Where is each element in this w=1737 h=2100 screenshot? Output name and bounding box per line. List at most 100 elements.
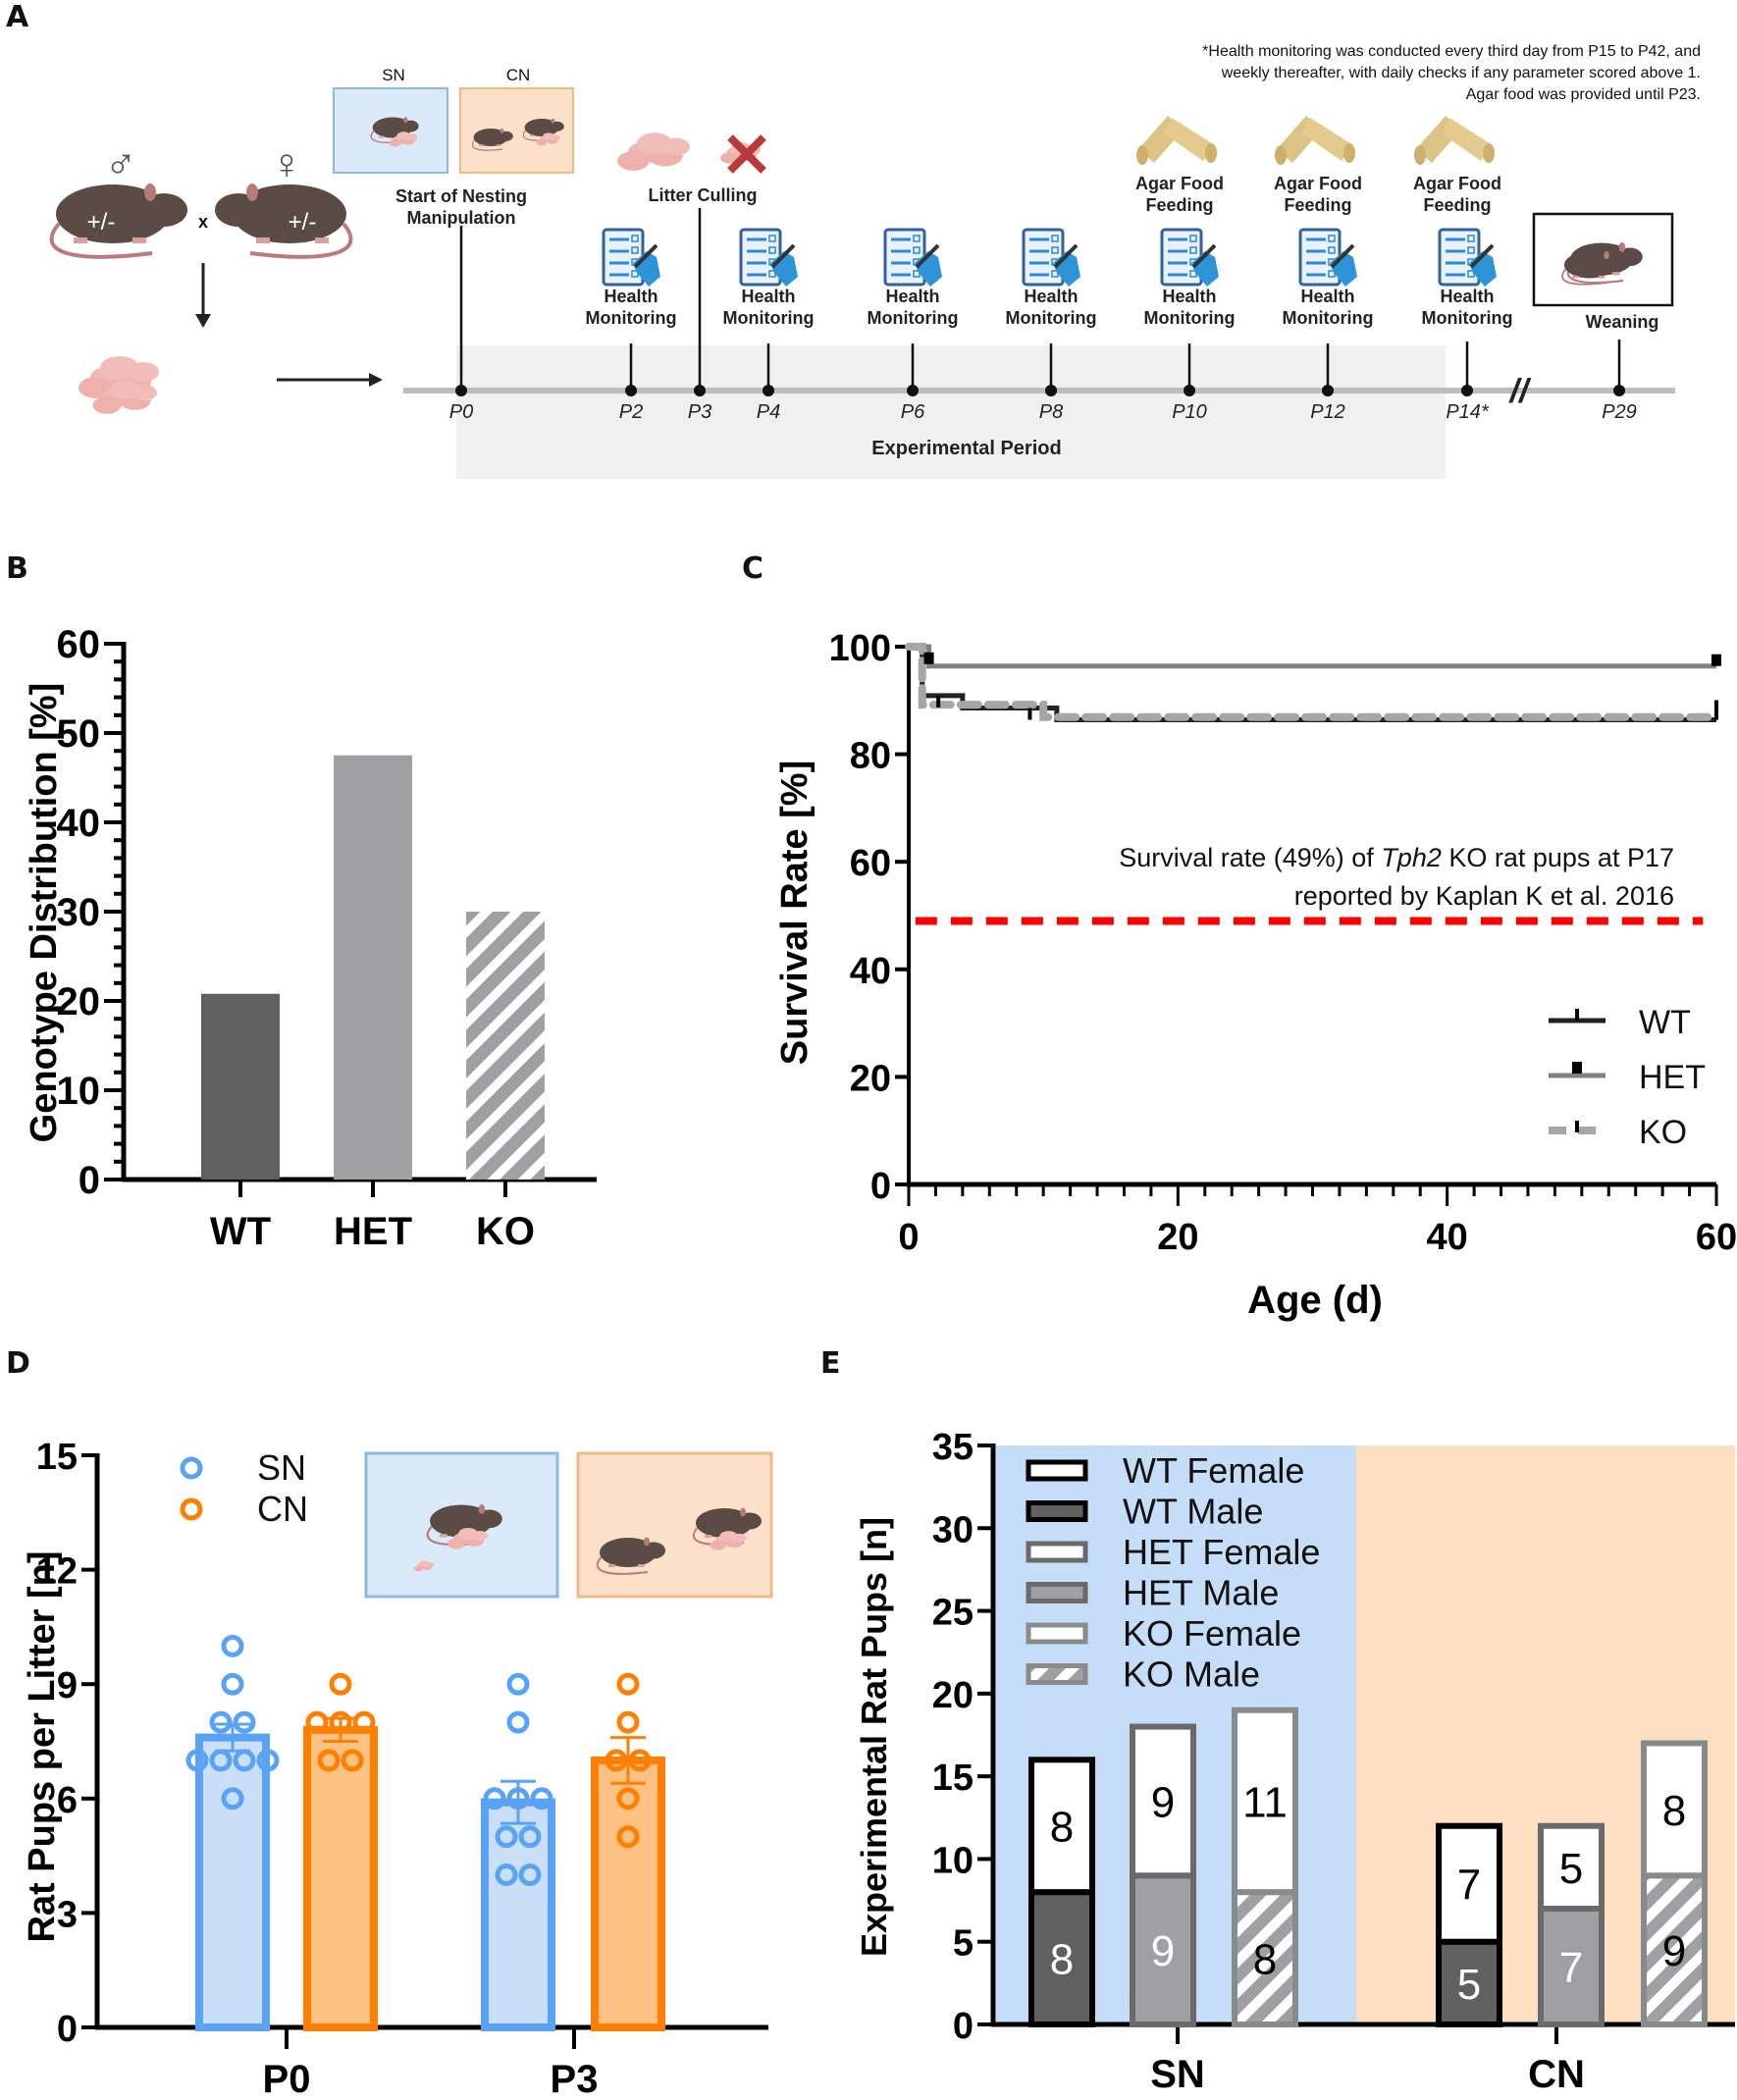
timeline-event-p4: P4 Health Monitoring: [723, 228, 815, 423]
y-tick-label: 0: [57, 2009, 78, 2050]
event-label-line: Health: [1440, 287, 1494, 306]
x-tick-label: HET: [334, 1210, 412, 1253]
data-point: [221, 1634, 244, 1657]
event-day-label: P8: [1039, 401, 1063, 423]
y-tick-label: 3: [57, 1894, 78, 1935]
segment-female: [1028, 1757, 1095, 1896]
stacked-bar-het-cn: 75: [1538, 1822, 1605, 2027]
segment-female: [1436, 1822, 1502, 1945]
data-point: [233, 1710, 256, 1734]
legend-item-ko-female: KO Female: [1026, 1613, 1301, 1654]
event-day-label: P14*: [1446, 401, 1490, 423]
data-point: [506, 1672, 530, 1696]
x-tick-label: 40: [1427, 1217, 1468, 1258]
data-point: [616, 1710, 640, 1734]
y-tick-label: 30: [932, 1509, 974, 1550]
event-label-line: Manipulation: [407, 208, 516, 228]
legend-marker: [180, 1456, 203, 1480]
legend-item-wt-female: WT Female: [1026, 1450, 1304, 1491]
event-day-label: P0: [449, 401, 473, 423]
event-dot: [907, 385, 919, 396]
legend-label: KO Female: [1123, 1613, 1301, 1654]
data-point: [305, 1710, 329, 1734]
y-tick-label: 100: [829, 628, 891, 669]
timeline-event-p8: P8 Health Monitoring: [1006, 228, 1097, 423]
segment-label-male: 9: [1151, 1927, 1175, 1975]
nesting-illustration: [364, 1451, 773, 1599]
clipboard-icon: [739, 228, 800, 289]
event-label-line: Health: [1162, 287, 1216, 306]
y-tick-label: 20: [932, 1675, 974, 1716]
event-day-label: P3: [688, 401, 711, 423]
y-tick-label: 0: [870, 1166, 891, 1207]
data-point: [495, 1864, 518, 1887]
clipboard-icon: [1022, 228, 1082, 289]
y-axis-label: Rat Pups per Litter [n]: [22, 1550, 63, 1942]
event-label-line: Monitoring: [1144, 308, 1236, 328]
culling-icon: [617, 132, 766, 174]
agar-label-line: Feeding: [1284, 195, 1351, 215]
event-dot: [1184, 385, 1195, 396]
event-day-label: P12: [1310, 401, 1345, 423]
pup-icon: [414, 1560, 435, 1572]
y-tick-label: 20: [850, 1058, 891, 1099]
y-tick-label: 0: [79, 1159, 100, 1202]
y-tick-label: 40: [850, 951, 891, 992]
stacked-bar-ko-cn: 98: [1641, 1740, 1708, 2028]
event-label-line: Monitoring: [586, 308, 677, 328]
x-tick-label: 0: [898, 1217, 919, 1258]
legend-swatch: [1026, 1663, 1088, 1685]
segment-label-female: 8: [1050, 1804, 1074, 1852]
legend-item-wt: WT: [1549, 1004, 1691, 1041]
segment-label-male: 7: [1559, 1944, 1583, 1992]
segment-label-female: 7: [1457, 1862, 1481, 1910]
event-day-label: P6: [901, 401, 925, 423]
y-tick-label: 10: [57, 1070, 101, 1113]
y-tick-label: 15: [36, 1437, 78, 1478]
data-point: [209, 1749, 233, 1772]
data-point: [317, 1749, 341, 1772]
het-censor-mark: [1711, 654, 1721, 666]
agar-label-line: Agar Food: [1274, 174, 1362, 193]
segment-label-male: 9: [1662, 1927, 1686, 1975]
event-dot: [625, 385, 637, 396]
clipboard-icon: [1298, 228, 1359, 289]
event-label-line: Health: [604, 287, 658, 306]
segment-label-female: 11: [1242, 1778, 1288, 1826]
data-point: [506, 1710, 530, 1734]
legend-item-het-female: HET Female: [1026, 1532, 1320, 1572]
timeline-event-p2: P2 Health Monitoring: [586, 228, 677, 423]
legend-item-het-male: HET Male: [1026, 1573, 1279, 1613]
footnote-line-1: *Health monitoring was conducted every t…: [1202, 43, 1701, 60]
legend-label: KO: [1639, 1114, 1687, 1151]
event-label-line: Monitoring: [1006, 308, 1097, 328]
y-axis-label: Genotype Distribution [%]: [24, 683, 65, 1143]
data-point: [209, 1710, 233, 1734]
legend-label: WT: [1639, 1004, 1691, 1041]
event-label-line: Health: [885, 287, 939, 306]
rat-icon: [692, 1506, 763, 1546]
bar-sn-p3: [481, 1798, 555, 2031]
rat-icon: [426, 1502, 503, 1547]
experimental-period-label: Experimental Period: [871, 438, 1061, 459]
event-label-line: Health: [1300, 287, 1354, 306]
data-point: [530, 1787, 553, 1811]
legend-item-wt-male: WT Male: [1026, 1492, 1263, 1532]
survival-curve-wt: [909, 644, 1716, 723]
legend-label: WT Male: [1123, 1492, 1263, 1532]
x-tick-label: 60: [1696, 1217, 1737, 1258]
legend-item-ko-male: KO Male: [1026, 1654, 1260, 1695]
x-tick-label: SN: [1150, 2053, 1205, 2096]
legend-label: CN: [257, 1489, 308, 1529]
event-label-line: Weaning: [1586, 312, 1659, 332]
panel-letter-b: B: [6, 551, 28, 586]
segment-male: [1028, 1889, 1095, 2027]
data-point: [185, 1749, 209, 1772]
female-symbol-icon: ♀: [271, 140, 303, 188]
agar-label-line: Agar Food: [1135, 174, 1224, 193]
segment-label-female: 8: [1662, 1787, 1686, 1835]
segment-label-male: 8: [1253, 1936, 1277, 1984]
break-mark: //: [1508, 373, 1532, 410]
event-label-line: Monitoring: [723, 308, 815, 328]
